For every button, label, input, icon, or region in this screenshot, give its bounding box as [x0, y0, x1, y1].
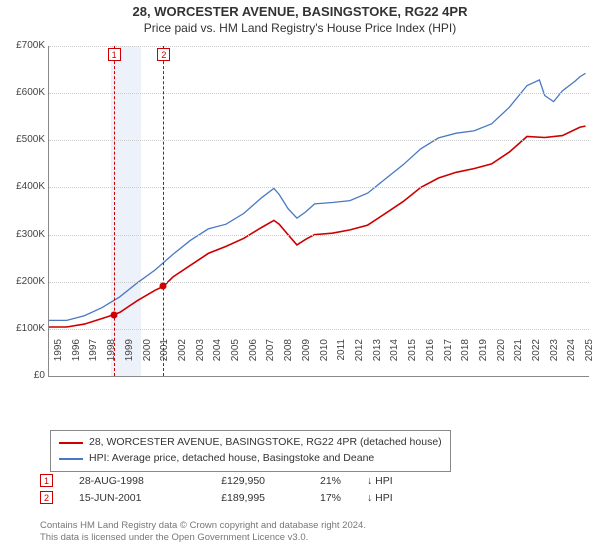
x-tick-label: 2014	[389, 339, 400, 369]
line-svg	[49, 46, 589, 376]
legend-swatch-2	[59, 458, 83, 460]
chart-area: £0£100K£200K£300K£400K£500K£600K£700K199…	[48, 46, 588, 396]
x-tick-label: 1997	[88, 339, 99, 369]
x-tick-label: 2019	[478, 339, 489, 369]
title-block: 28, WORCESTER AVENUE, BASINGSTOKE, RG22 …	[0, 0, 600, 35]
legend-row-series-1: 28, WORCESTER AVENUE, BASINGSTOKE, RG22 …	[59, 435, 442, 451]
x-tick-label: 2023	[549, 339, 560, 369]
x-tick-label: 2017	[443, 339, 454, 369]
x-tick-label: 2018	[460, 339, 471, 369]
x-tick-label: 2021	[513, 339, 524, 369]
y-tick-label: £0	[3, 370, 45, 381]
y-tick-label: £700K	[3, 40, 45, 51]
sale-marker-2: 2	[40, 491, 53, 504]
event-marker: 1	[108, 48, 121, 61]
sale-price-1: £129,950	[195, 475, 265, 487]
x-tick-label: 1996	[71, 339, 82, 369]
sale-dir-2: ↓ HPI	[367, 492, 407, 504]
footnote-line-1: Contains HM Land Registry data © Crown c…	[40, 520, 366, 532]
sale-date-1: 28-AUG-1998	[79, 475, 169, 487]
x-tick-label: 2003	[195, 339, 206, 369]
legend-label-2: HPI: Average price, detached house, Basi…	[89, 451, 374, 467]
sales-row-1: 1 28-AUG-1998 £129,950 21% ↓ HPI	[40, 474, 407, 487]
x-tick-label: 2001	[159, 339, 170, 369]
legend-swatch-1	[59, 442, 83, 444]
x-tick-label: 2015	[407, 339, 418, 369]
chart-title: 28, WORCESTER AVENUE, BASINGSTOKE, RG22 …	[0, 4, 600, 19]
y-tick-label: £100K	[3, 323, 45, 334]
x-tick-label: 2000	[142, 339, 153, 369]
x-tick-label: 2002	[177, 339, 188, 369]
sale-marker-1: 1	[40, 474, 53, 487]
x-tick-label: 2004	[212, 339, 223, 369]
x-tick-label: 2007	[265, 339, 276, 369]
plot-region: £0£100K£200K£300K£400K£500K£600K£700K199…	[48, 46, 589, 377]
sale-pct-2: 17%	[291, 492, 341, 504]
sale-dir-1: ↓ HPI	[367, 475, 407, 487]
footnote-line-2: This data is licensed under the Open Gov…	[40, 532, 366, 544]
sales-row-2: 2 15-JUN-2001 £189,995 17% ↓ HPI	[40, 491, 407, 504]
event-marker: 2	[157, 48, 170, 61]
x-tick-label: 2005	[230, 339, 241, 369]
x-tick-label: 2025	[584, 339, 595, 369]
sale-date-2: 15-JUN-2001	[79, 492, 169, 504]
legend-row-series-2: HPI: Average price, detached house, Basi…	[59, 451, 442, 467]
y-tick-label: £500K	[3, 134, 45, 145]
chart-container: 28, WORCESTER AVENUE, BASINGSTOKE, RG22 …	[0, 0, 600, 560]
sale-price-2: £189,995	[195, 492, 265, 504]
x-tick-label: 2022	[531, 339, 542, 369]
x-tick-label: 2010	[319, 339, 330, 369]
legend: 28, WORCESTER AVENUE, BASINGSTOKE, RG22 …	[50, 430, 451, 472]
x-tick-label: 2013	[372, 339, 383, 369]
chart-subtitle: Price paid vs. HM Land Registry's House …	[0, 21, 600, 35]
y-tick-label: £300K	[3, 229, 45, 240]
sales-table: 1 28-AUG-1998 £129,950 21% ↓ HPI 2 15-JU…	[40, 474, 407, 508]
x-tick-label: 2016	[425, 339, 436, 369]
legend-label-1: 28, WORCESTER AVENUE, BASINGSTOKE, RG22 …	[89, 435, 442, 451]
x-tick-label: 1999	[124, 339, 135, 369]
x-tick-label: 2011	[336, 339, 347, 369]
x-tick-label: 2009	[301, 339, 312, 369]
x-tick-label: 1995	[53, 339, 64, 369]
y-tick-label: £600K	[3, 87, 45, 98]
x-tick-label: 2012	[354, 339, 365, 369]
x-tick-label: 2024	[566, 339, 577, 369]
x-tick-label: 2008	[283, 339, 294, 369]
x-tick-label: 1998	[106, 339, 117, 369]
x-tick-label: 2006	[248, 339, 259, 369]
sale-pct-1: 21%	[291, 475, 341, 487]
footnote: Contains HM Land Registry data © Crown c…	[40, 520, 366, 545]
y-tick-label: £200K	[3, 276, 45, 287]
x-tick-label: 2020	[496, 339, 507, 369]
y-tick-label: £400K	[3, 181, 45, 192]
